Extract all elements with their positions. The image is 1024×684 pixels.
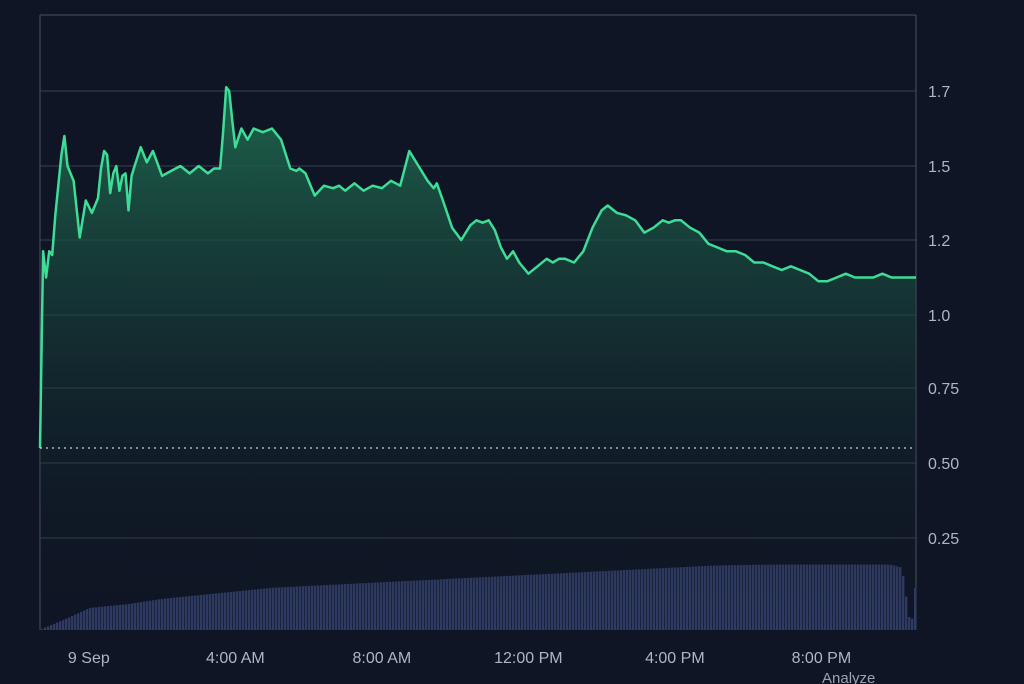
x-tick-label: 8:00 AM bbox=[353, 650, 412, 667]
price-area bbox=[38, 86, 916, 631]
price-area-fill bbox=[40, 87, 916, 631]
price-line bbox=[38, 86, 916, 449]
x-axis-ticks: 9 Sep 4:00 AM 8:00 AM 12:00 PM 4:00 PM 8:00 P… bbox=[68, 650, 851, 667]
y-tick-label: 1.5 bbox=[928, 159, 950, 176]
x-tick-label: 8:00 PM bbox=[792, 650, 852, 667]
y-tick-label: 0.25 bbox=[928, 531, 959, 548]
x-tick-label: 4:00 AM bbox=[206, 650, 265, 667]
x-tick-label: 9 Sep bbox=[68, 650, 110, 667]
y-axis-ticks: 1.7 1.5 1.2 1.0 0.75 0.50 0.25 bbox=[928, 84, 959, 548]
x-tick-label: 4:00 PM bbox=[645, 650, 705, 667]
analyze-label[interactable]: Analyze bbox=[822, 670, 875, 684]
y-tick-label: 1.7 bbox=[928, 84, 950, 101]
x-tick-label: 12:00 PM bbox=[494, 650, 562, 667]
y-tick-label: 0.50 bbox=[928, 456, 959, 473]
y-tick-label: 1.0 bbox=[928, 308, 950, 325]
y-tick-label: 1.2 bbox=[928, 233, 950, 250]
y-tick-label: 0.75 bbox=[928, 381, 959, 398]
